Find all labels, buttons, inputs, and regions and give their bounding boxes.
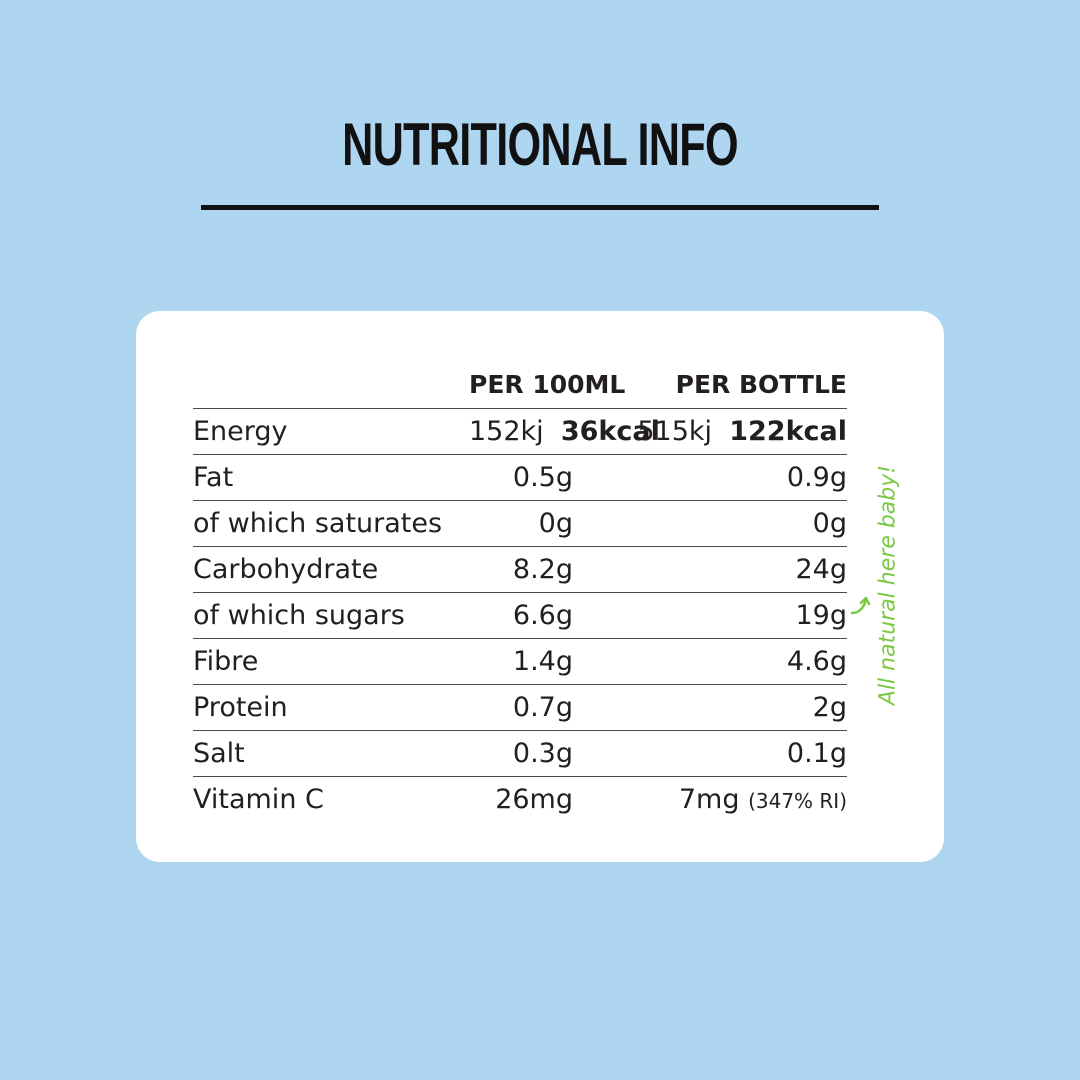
energy-kj-per-bottle: 515kj bbox=[637, 416, 713, 447]
table-row: Fat 0.5g 0.9g bbox=[193, 454, 847, 501]
vitamin-c-per-bottle: 7mg bbox=[678, 784, 740, 815]
nutrient-label: of which sugars bbox=[193, 592, 469, 639]
table-row: Fibre 1.4g 4.6g bbox=[193, 638, 847, 685]
table-row: Energy 152kj 36kcal 515kj 122kcal bbox=[193, 408, 847, 455]
value-per-bottle: 0.1g bbox=[611, 730, 847, 777]
value-per-100ml: 0.3g bbox=[469, 730, 611, 777]
column-header-nutrient bbox=[193, 360, 469, 409]
table-row: Salt 0.3g 0.1g bbox=[193, 730, 847, 777]
table-row: Vitamin C 26mg 7mg (347% RI) bbox=[193, 777, 847, 823]
table-row: Carbohydrate 8.2g 24g bbox=[193, 546, 847, 593]
nutrient-label: Fibre bbox=[193, 638, 469, 685]
reference-intake-note: (347% RI) bbox=[748, 789, 847, 813]
energy-kj-per-100ml: 152kj bbox=[469, 416, 544, 447]
value-per-bottle: 19g bbox=[611, 592, 847, 639]
energy-kcal-per-bottle: 122kcal bbox=[729, 416, 847, 447]
column-header-per-100ml: PER 100ML bbox=[469, 360, 625, 409]
value-per-100ml: 1.4g bbox=[469, 638, 611, 685]
value-per-100ml: 6.6g bbox=[469, 592, 611, 639]
value-per-bottle: 0.9g bbox=[611, 454, 847, 501]
nutrition-table: PER 100ML PER BOTTLE Energy 152kj 36kcal… bbox=[193, 360, 847, 822]
value-per-100ml: 0.7g bbox=[469, 684, 611, 731]
nutrient-label: Energy bbox=[193, 408, 469, 455]
nutrient-label: Fat bbox=[193, 454, 469, 501]
value-per-bottle: 24g bbox=[611, 546, 847, 593]
value-per-100ml: 0.5g bbox=[469, 454, 611, 501]
column-header-per-bottle: PER BOTTLE bbox=[611, 360, 847, 409]
table-header-row: PER 100ML PER BOTTLE bbox=[193, 360, 847, 409]
nutrient-label: Carbohydrate bbox=[193, 546, 469, 593]
page-title: NUTRITIONAL INFO bbox=[342, 111, 738, 178]
value-per-100ml: 8.2g bbox=[469, 546, 611, 593]
value-per-bottle: 0g bbox=[611, 500, 847, 547]
value-per-100ml: 0g bbox=[469, 500, 611, 547]
value-per-bottle: 2g bbox=[611, 684, 847, 731]
nutrient-label: Protein bbox=[193, 684, 469, 731]
value-per-bottle: 7mg (347% RI) bbox=[611, 777, 847, 823]
table-row: Protein 0.7g 2g bbox=[193, 684, 847, 731]
value-per-100ml: 26mg bbox=[495, 784, 573, 815]
title-underline bbox=[201, 205, 879, 210]
table-row: of which saturates 0g 0g bbox=[193, 500, 847, 547]
value-per-100ml: 152kj 36kcal bbox=[469, 408, 660, 455]
nutrient-label: Vitamin C bbox=[193, 784, 324, 815]
table-row: of which sugars 6.6g 19g bbox=[193, 592, 847, 639]
curved-arrow-icon bbox=[850, 596, 871, 615]
nutrient-label: Salt bbox=[193, 730, 469, 777]
handwritten-note-text: All natural here baby! bbox=[875, 464, 901, 706]
value-per-bottle: 4.6g bbox=[611, 638, 847, 685]
nutrient-label: of which saturates bbox=[193, 500, 469, 547]
value-per-bottle: 515kj 122kcal bbox=[611, 408, 847, 455]
